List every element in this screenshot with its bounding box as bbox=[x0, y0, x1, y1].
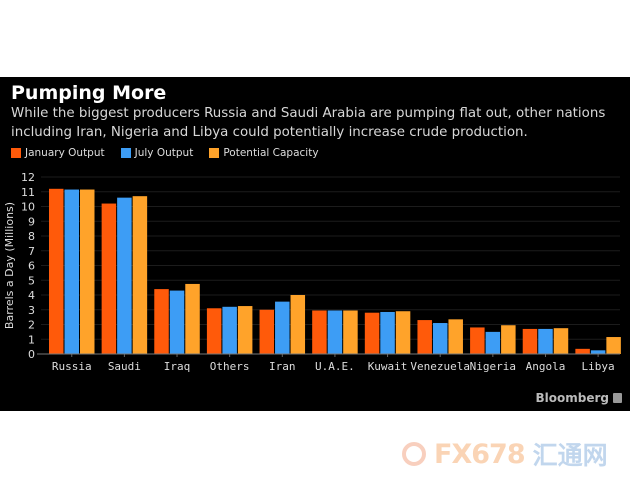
watermark: FX678 汇通网 bbox=[402, 436, 608, 472]
bar-july-output bbox=[222, 306, 237, 354]
chart-title: Pumping More bbox=[11, 82, 167, 104]
bar-january-output bbox=[154, 289, 169, 354]
chart-panel: Pumping More While the biggest producers… bbox=[0, 77, 630, 411]
x-tick-label: Venezuela bbox=[410, 360, 470, 373]
bar-january-output bbox=[206, 308, 222, 354]
y-tick-label: 10 bbox=[21, 201, 35, 214]
y-tick-label: 2 bbox=[28, 319, 35, 332]
bar-january-output bbox=[259, 309, 275, 354]
x-tick-label: Angola bbox=[526, 360, 566, 373]
y-axis-label: Barrels a Day (Millions) bbox=[3, 202, 16, 329]
bloomberg-logo-icon bbox=[613, 393, 622, 403]
watermark-cjk: 汇通网 bbox=[532, 441, 608, 470]
bloomberg-label: Bloomberg bbox=[535, 391, 610, 405]
bar-potential-capacity bbox=[237, 306, 253, 354]
chart-subtitle: While the biggest producers Russia and S… bbox=[11, 106, 606, 140]
bar-potential-capacity bbox=[132, 196, 148, 354]
x-tick-label: Iran bbox=[269, 360, 296, 373]
bar-january-output bbox=[470, 327, 485, 354]
bar-july-output bbox=[538, 328, 553, 354]
legend-item-july: July Output bbox=[120, 147, 194, 159]
bar-july-output bbox=[590, 350, 606, 354]
x-tick-label: Saudi bbox=[108, 360, 141, 373]
bar-january-output bbox=[575, 348, 590, 354]
legend-label-potential: Potential Capacity bbox=[223, 147, 319, 159]
y-tick-label: 3 bbox=[28, 304, 35, 317]
y-tick-label: 8 bbox=[28, 230, 35, 243]
bar-potential-capacity bbox=[343, 310, 358, 354]
x-tick-label: Kuwait bbox=[368, 360, 408, 373]
bar-january-output bbox=[49, 188, 64, 354]
bar-july-output bbox=[485, 331, 501, 354]
bar-potential-capacity bbox=[80, 189, 95, 354]
bar-july-output bbox=[117, 197, 132, 354]
x-tick-label: Others bbox=[210, 360, 250, 373]
bar-potential-capacity bbox=[395, 311, 411, 354]
legend-label-july: July Output bbox=[134, 147, 194, 159]
y-tick-label: 11 bbox=[21, 186, 35, 199]
legend-swatch-january bbox=[11, 148, 21, 158]
bar-july-output bbox=[64, 189, 79, 354]
bar-january-output bbox=[522, 328, 538, 354]
y-tick-label: 6 bbox=[28, 260, 35, 273]
bar-potential-capacity bbox=[448, 319, 463, 354]
x-tick-label: Russia bbox=[52, 360, 92, 373]
y-tick-label: 1 bbox=[28, 333, 35, 346]
y-tick-label: 0 bbox=[28, 348, 35, 361]
legend-label-january: January Output bbox=[25, 147, 105, 159]
bar-january-output bbox=[312, 310, 327, 354]
bar-potential-capacity bbox=[606, 337, 621, 354]
bar-july-output bbox=[380, 311, 395, 354]
bar-july-output bbox=[169, 290, 185, 354]
x-tick-label: Nigeria bbox=[470, 360, 516, 373]
bar-potential-capacity bbox=[290, 295, 306, 354]
y-tick-label: 9 bbox=[28, 215, 35, 228]
bar-potential-capacity bbox=[185, 283, 200, 354]
y-tick-label: 4 bbox=[28, 289, 35, 302]
legend-item-potential: Potential Capacity bbox=[209, 147, 319, 159]
fx678-logo-icon bbox=[402, 442, 426, 466]
bar-july-output bbox=[327, 310, 343, 354]
y-tick-label: 5 bbox=[28, 274, 35, 287]
y-tick-label: 12 bbox=[21, 171, 35, 184]
bar-july-output bbox=[275, 301, 290, 354]
bar-january-output bbox=[364, 312, 380, 354]
x-tick-label: U.A.E. bbox=[315, 360, 355, 373]
bar-january-output bbox=[101, 203, 117, 354]
bar-july-output bbox=[432, 323, 448, 354]
bar-potential-capacity bbox=[501, 325, 516, 354]
x-tick-label: Iraq bbox=[164, 360, 191, 373]
legend: January Output July Output Potential Cap… bbox=[11, 147, 319, 159]
bar-january-output bbox=[417, 320, 432, 354]
legend-item-january: January Output bbox=[11, 147, 105, 159]
bar-potential-capacity bbox=[553, 328, 569, 354]
legend-swatch-potential bbox=[209, 148, 220, 158]
source-credit: Bloomberg bbox=[535, 391, 622, 405]
x-tick-label: Libya bbox=[582, 360, 615, 373]
legend-swatch-july bbox=[120, 148, 131, 158]
watermark-latin: FX678 bbox=[434, 438, 526, 470]
y-tick-label: 7 bbox=[28, 245, 35, 258]
